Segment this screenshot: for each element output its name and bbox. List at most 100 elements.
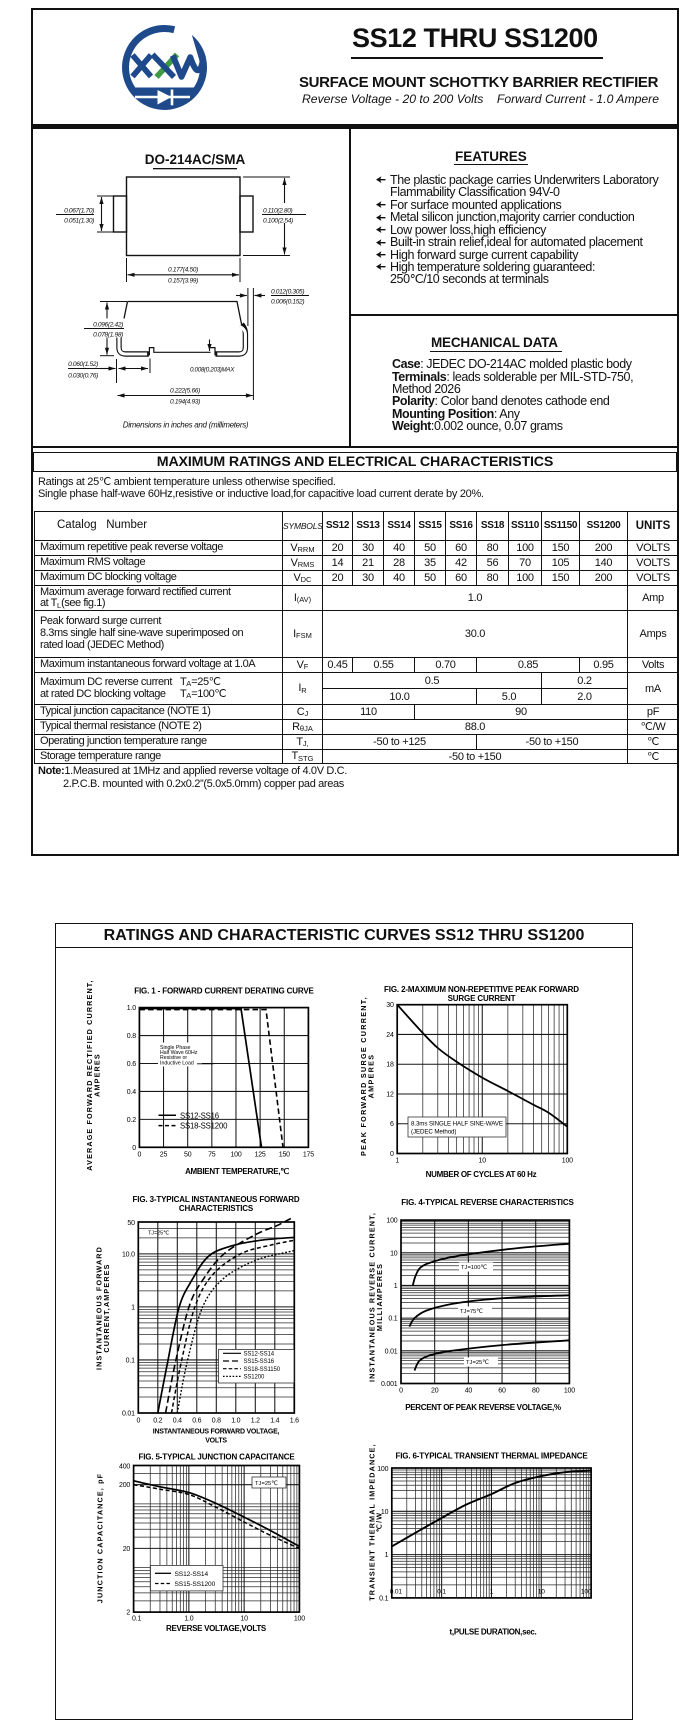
svg-text:0.4: 0.4 [173,1418,182,1425]
svg-text:SS18-SS1150: SS18-SS1150 [244,1367,281,1373]
svg-text:10: 10 [479,1158,487,1165]
svg-text:JUNCTION CAPACITANCE, pF: JUNCTION CAPACITANCE, pF [96,1473,105,1603]
svg-text:0: 0 [132,1145,136,1152]
svg-text:0.006(0.152): 0.006(0.152) [271,299,304,306]
svg-text:2: 2 [126,1610,130,1617]
svg-text:MILLIAMPERES: MILLIAMPERES [375,1263,384,1331]
svg-text:Inductive Load: Inductive Load [160,1060,194,1066]
svg-text:125: 125 [255,1152,266,1159]
svg-text:AMBIENT TEMPERATURE,℃: AMBIENT TEMPERATURE,℃ [185,1167,289,1176]
svg-text:1: 1 [385,1552,389,1559]
svg-text:0: 0 [390,1151,394,1158]
svg-text:0: 0 [399,1388,403,1395]
svg-text:400: 400 [119,1464,130,1471]
svg-text:0.01: 0.01 [390,1589,403,1596]
svg-text:0.6: 0.6 [192,1418,201,1425]
svg-text:10: 10 [240,1616,248,1623]
svg-text:FIG. 5-TYPICAL JUNCTION CAPACI: FIG. 5-TYPICAL JUNCTION CAPACITANCE [138,1453,295,1462]
svg-text:0.8: 0.8 [127,1033,136,1040]
svg-text:0.222(5.66): 0.222(5.66) [170,388,200,395]
svg-text:0.6: 0.6 [127,1061,136,1068]
svg-text:CHARACTERISTICS: CHARACTERISTICS [179,1204,254,1213]
svg-text:10.0: 10.0 [122,1251,135,1258]
svg-text:0.1: 0.1 [388,1316,397,1323]
svg-text:1.0: 1.0 [231,1418,240,1425]
svg-text:AVERAGE FORWARD RECTIFIED CURR: AVERAGE FORWARD RECTIFIED CURRENT, [85,980,94,1171]
svg-text:FIG. 6-TYPICAL TRANSIENT THERM: FIG. 6-TYPICAL TRANSIENT THERMAL IMPEDAN… [395,1452,588,1461]
svg-text:0.001: 0.001 [381,1381,398,1388]
svg-text:6: 6 [390,1121,394,1128]
svg-text:20: 20 [123,1546,131,1553]
svg-text:1: 1 [490,1589,494,1596]
svg-text:0.157(3.99): 0.157(3.99) [168,278,198,285]
svg-text:10: 10 [390,1250,398,1257]
svg-text:0.1: 0.1 [437,1589,446,1596]
svg-text:0.1: 0.1 [379,1595,388,1602]
svg-text:25: 25 [160,1152,168,1159]
svg-text:SS18-SS1200: SS18-SS1200 [180,1122,228,1131]
svg-text:0.194(4.93): 0.194(4.93) [170,399,200,406]
svg-text:100: 100 [377,1466,388,1473]
svg-text:Single Phase: Single Phase [160,1045,191,1051]
svg-text:SURGE CURRENT: SURGE CURRENT [448,994,516,1003]
svg-text:100: 100 [581,1589,592,1596]
svg-text:SS15-SS16: SS15-SS16 [244,1359,275,1365]
svg-text:50: 50 [127,1220,135,1227]
svg-text:NUMBER OF CYCLES AT 60 Hz: NUMBER OF CYCLES AT 60 Hz [426,1170,537,1179]
svg-text:0: 0 [136,1418,140,1425]
svg-text:0.100(2.54): 0.100(2.54) [263,218,293,225]
svg-text:1: 1 [395,1158,399,1165]
svg-text:0.060(1.52): 0.060(1.52) [68,361,98,368]
svg-text:TJ=25℃: TJ=25℃ [148,1231,169,1237]
svg-text:0.030(0.76): 0.030(0.76) [68,373,98,380]
svg-text:TJ=25℃: TJ=25℃ [466,1360,489,1366]
svg-text:0.110(2.80): 0.110(2.80) [263,208,293,215]
svg-text:DO-214AC/SMA: DO-214AC/SMA [145,152,246,167]
svg-text:INSTANTANEOUS FORWARD VOLTAGE,: INSTANTANEOUS FORWARD VOLTAGE, [153,1429,280,1436]
svg-text:60: 60 [498,1388,506,1395]
svg-text:0.177(4.50): 0.177(4.50) [168,267,198,274]
svg-text:175: 175 [303,1152,314,1159]
svg-text:30: 30 [386,1002,394,1009]
svg-text:FIG. 3-TYPICAL INSTANTANEOUS F: FIG. 3-TYPICAL INSTANTANEOUS FORWARD [133,1195,300,1204]
svg-text:1: 1 [131,1304,135,1311]
svg-text:1.0: 1.0 [127,1005,136,1012]
svg-text:0.01: 0.01 [122,1411,135,1418]
svg-text:Dimensions in inches and (mill: Dimensions in inches and (millimeters) [123,421,249,430]
svg-text:PERCENT OF PEAK REVERSE VOLTAG: PERCENT OF PEAK REVERSE VOLTAGE,% [405,1403,561,1412]
svg-text:100: 100 [386,1218,397,1225]
svg-text:8.3ms SINGLE HALF SINE-WAVE: 8.3ms SINGLE HALF SINE-WAVE [411,1121,503,1128]
svg-text:VOLTS: VOLTS [205,1438,227,1445]
svg-text:100: 100 [230,1152,241,1159]
svg-text:FIG. 1 - FORWARD CURRENT DERAT: FIG. 1 - FORWARD CURRENT DERATING CURVE [134,987,314,996]
svg-text:0.067(1.70): 0.067(1.70) [64,208,94,215]
svg-text:0.012(0.305): 0.012(0.305) [271,289,304,296]
svg-text:50: 50 [184,1152,192,1159]
svg-text:SS12-SS14: SS12-SS14 [175,1571,209,1578]
svg-text:0.2: 0.2 [127,1117,136,1124]
svg-text:1.0: 1.0 [184,1616,193,1623]
svg-text:INSTANTANEOUS REVERSE CURRENT,: INSTANTANEOUS REVERSE CURRENT, [368,1212,377,1382]
svg-text:1.4: 1.4 [270,1418,279,1425]
svg-text:SS1200: SS1200 [244,1375,266,1381]
svg-text:TJ=25℃: TJ=25℃ [255,1481,278,1487]
svg-text:REVERSE VOLTAGE,VOLTS: REVERSE VOLTAGE,VOLTS [166,1624,267,1633]
svg-text:INSTANTANEOUS FORWARD: INSTANTANEOUS FORWARD [95,1246,104,1370]
svg-text:18: 18 [386,1062,394,1069]
svg-text:1.6: 1.6 [290,1418,299,1425]
svg-text:1.2: 1.2 [251,1418,260,1425]
svg-text:SS12-SS16: SS12-SS16 [180,1111,219,1120]
svg-text:FIG. 4-TYPICAL REVERSE CHARACT: FIG. 4-TYPICAL REVERSE CHARACTERISTICS [401,1198,574,1207]
svg-text:0.8: 0.8 [212,1418,221,1425]
svg-text:CURRENT,AMPERES: CURRENT,AMPERES [102,1263,111,1352]
svg-text:0.2: 0.2 [153,1418,162,1425]
svg-text:TJ=100℃: TJ=100℃ [461,1265,487,1271]
svg-text:0.008(0.203)MAX: 0.008(0.203)MAX [190,367,235,374]
svg-text:100: 100 [294,1616,305,1623]
svg-text:100: 100 [562,1158,573,1165]
svg-text:Half Wave 60Hz: Half Wave 60Hz [160,1050,198,1056]
svg-text:40: 40 [465,1388,473,1395]
svg-text:0.1: 0.1 [126,1358,135,1365]
svg-text:100: 100 [564,1388,575,1395]
svg-text:0.078(1.98): 0.078(1.98) [93,332,123,339]
